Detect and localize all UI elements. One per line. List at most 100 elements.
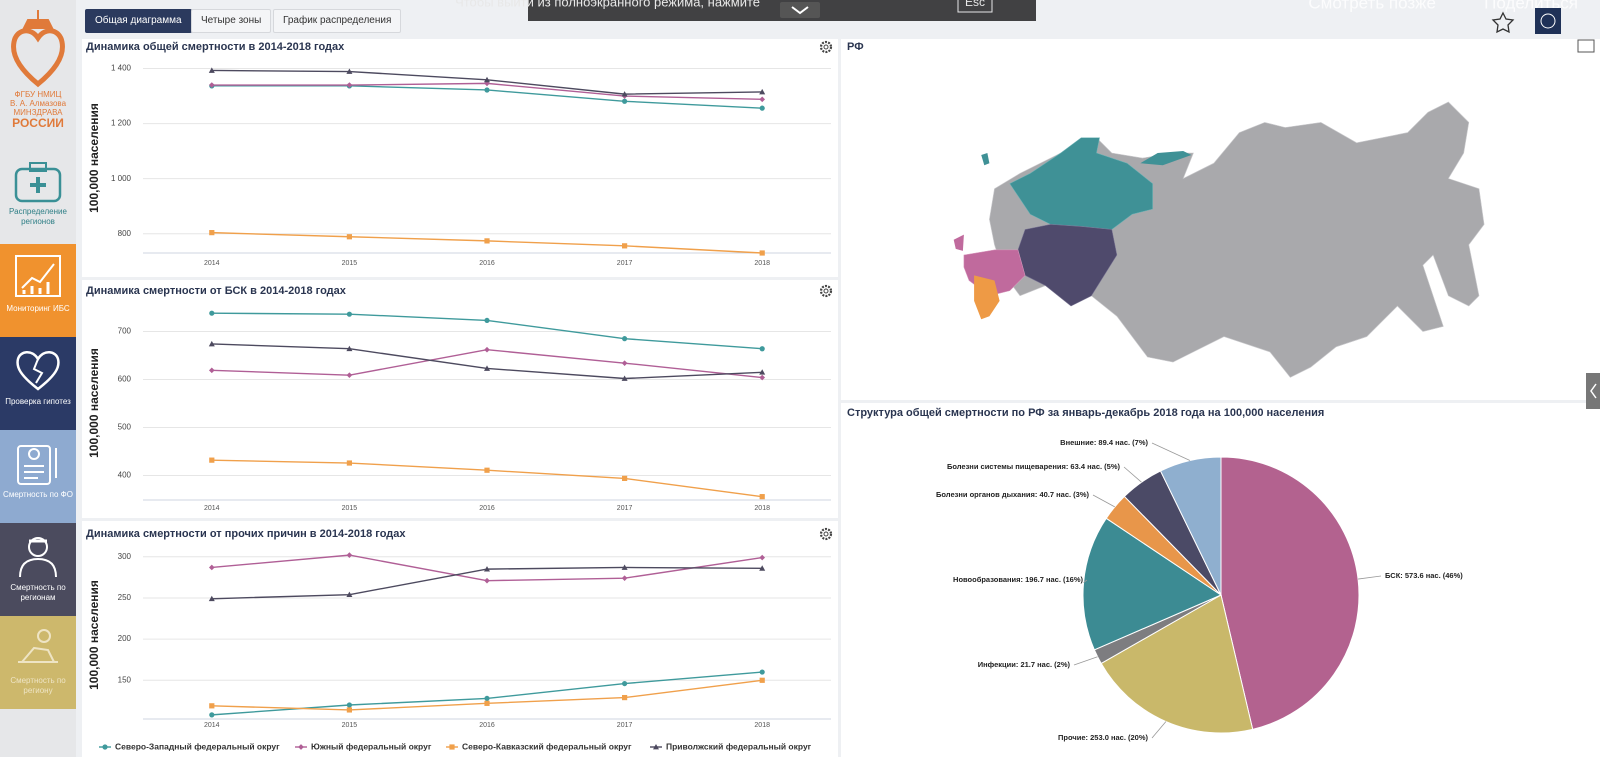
- point: [208, 82, 215, 88]
- nav-item[interactable]: Смертность по региону: [0, 616, 76, 709]
- sidebar: ФГБУ НМИЦ В. А. Алмазова МИНЗДРАВА РОССИ…: [0, 0, 76, 757]
- y-tick-label: 700: [118, 327, 132, 336]
- map-region: [1140, 150, 1192, 166]
- point: [621, 375, 628, 381]
- y-tick-label: 500: [118, 423, 132, 432]
- share[interactable]: Поделиться: [1484, 0, 1578, 12]
- gear-hole: [823, 44, 829, 50]
- point: [484, 700, 490, 706]
- pie-slice: [1220, 456, 1360, 730]
- collapse-button[interactable]: [780, 2, 820, 18]
- point: [346, 68, 353, 74]
- data-label: Болезни органов дыхания: 40.7 нас. (3%): [936, 490, 1090, 499]
- watch-later[interactable]: Смотреть позже: [1308, 0, 1436, 12]
- key-text: Esc: [965, 0, 985, 9]
- point: [484, 76, 490, 83]
- point: [209, 457, 215, 463]
- x-tick-label: 2014: [204, 505, 220, 512]
- clock-icon: [1540, 13, 1556, 29]
- x-tick-label: 2018: [754, 722, 770, 729]
- point: [759, 565, 766, 571]
- chart-panel: [82, 280, 838, 518]
- map-region: [981, 153, 990, 166]
- point: [346, 591, 353, 598]
- point: [759, 494, 765, 500]
- point: [208, 367, 215, 374]
- point: [759, 677, 765, 683]
- x-tick-label: 2016: [479, 260, 495, 267]
- chevron-icon: [791, 6, 809, 15]
- y-tick-label: 250: [118, 593, 132, 602]
- x-tick-label: 2018: [754, 260, 770, 267]
- legend-label: Северо-Западный федеральный округ: [115, 741, 280, 751]
- map-region: [1009, 137, 1153, 230]
- point: [759, 96, 766, 103]
- y-tick-label: 300: [118, 552, 132, 561]
- nav-icon: [18, 629, 58, 663]
- point: [759, 250, 765, 256]
- nav-icon: [16, 351, 60, 391]
- logo-icon: [11, 10, 65, 88]
- nav-item[interactable]: Распределение регионов: [0, 151, 76, 244]
- map-title: РФ: [847, 41, 864, 53]
- point: [484, 346, 490, 353]
- point: [209, 230, 215, 236]
- star-icon[interactable]: [1491, 11, 1515, 34]
- tab[interactable]: График распределения: [273, 9, 402, 33]
- point: [209, 310, 215, 316]
- logo-text: МИНЗДРАВА: [13, 108, 63, 117]
- data-label: БСК: 573.6 нас. (46%): [1385, 571, 1463, 580]
- side-tab[interactable]: [1586, 373, 1600, 409]
- nav-label: Мониторинг ИБС: [6, 304, 70, 313]
- logo: ФГБУ НМИЦ В. А. Алмазова МИНЗДРАВА РОССИ…: [0, 8, 76, 151]
- point: [346, 702, 352, 708]
- point: [346, 234, 352, 240]
- chart-title: Динамика смертности от прочих причин в 2…: [86, 528, 406, 540]
- x-tick-label: 2014: [204, 260, 220, 267]
- chart-panel: [82, 39, 838, 277]
- label-connector: [1358, 575, 1382, 580]
- point: [621, 575, 628, 582]
- gear-icon: [819, 40, 833, 54]
- chart-title: Динамика смертности от БСК в 2014-2018 г…: [86, 285, 347, 297]
- nav-item[interactable]: Смертность по ФО: [0, 430, 76, 523]
- chart-title: Динамика общей смертности в 2014-2018 го…: [86, 41, 345, 53]
- point: [484, 577, 490, 584]
- nav-item[interactable]: Проверка гипотез: [0, 337, 76, 430]
- nav-item[interactable]: Смертность по регионам: [0, 523, 76, 616]
- map-region: [974, 275, 1000, 320]
- pie-slice: [1100, 594, 1254, 734]
- y-tick-label: 1 400: [111, 64, 132, 73]
- y-axis-title: 100,000 населения: [87, 580, 101, 690]
- point: [346, 82, 353, 88]
- data-label: Прочие: 253.0 нас. (20%): [1058, 733, 1148, 742]
- y-tick-label: 800: [118, 229, 132, 238]
- label-connector: [1083, 579, 1088, 583]
- hint-text: Чтобы выйти из полноэкранного режима, на…: [455, 0, 760, 9]
- point: [759, 554, 766, 561]
- data-label: Болезни системы пищеварения: 63.4 нас. (…: [947, 462, 1121, 471]
- point: [759, 369, 766, 375]
- data-label: Инфекции: 21.7 нас. (2%): [978, 660, 1071, 669]
- legend-marker: [102, 744, 108, 750]
- settings-icon[interactable]: [1535, 8, 1561, 34]
- point: [622, 98, 628, 104]
- label-connector: [1123, 466, 1142, 483]
- point: [621, 360, 628, 366]
- image-icon[interactable]: [1577, 39, 1595, 53]
- x-tick-label: 2015: [342, 505, 358, 512]
- y-tick-label: 200: [118, 634, 132, 643]
- tab[interactable]: Общая диаграмма: [85, 9, 192, 33]
- nav-item[interactable]: Мониторинг ИБС: [0, 244, 76, 337]
- point: [759, 105, 765, 111]
- point: [622, 336, 628, 342]
- tab[interactable]: Четыре зоны: [191, 9, 272, 33]
- point: [759, 669, 765, 675]
- point: [208, 340, 215, 347]
- point: [484, 317, 490, 324]
- nav-label: Смертность по ФО: [3, 490, 73, 499]
- point: [346, 460, 352, 466]
- point: [484, 695, 490, 702]
- point: [346, 311, 352, 317]
